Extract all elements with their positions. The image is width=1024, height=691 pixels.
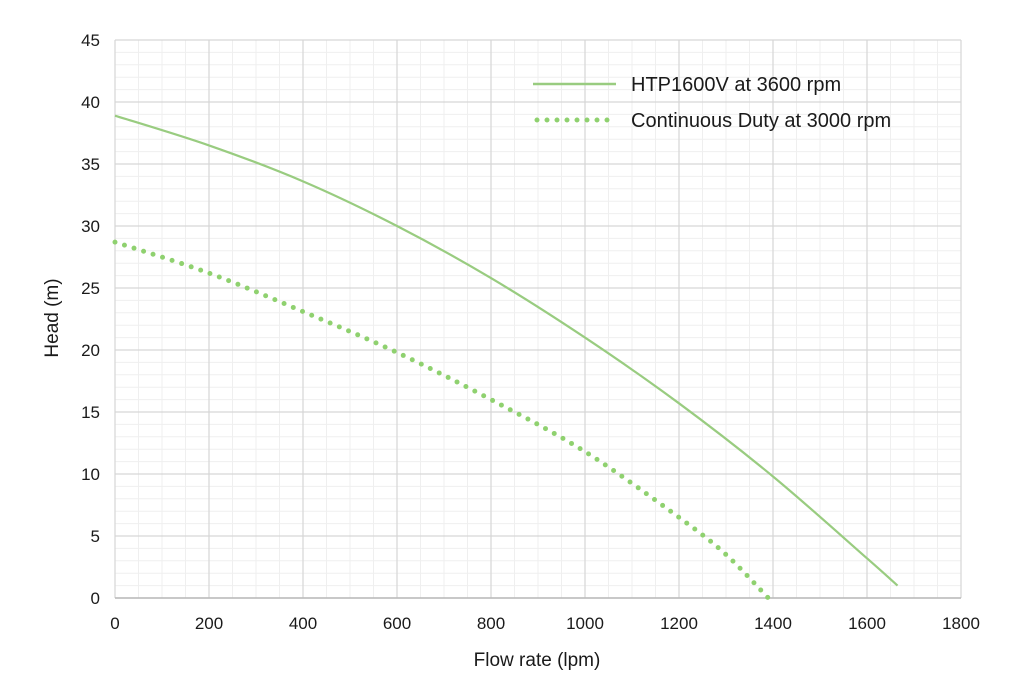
x-tick-label: 200: [195, 614, 223, 633]
x-axis-tick-labels: 0 200 400 600 800 1000 1200 1400 1600 1800: [110, 614, 980, 633]
series-layer: [112, 114, 899, 601]
x-tick-label: 800: [477, 614, 505, 633]
y-tick-label: 10: [81, 465, 100, 484]
y-tick-label: 35: [81, 155, 100, 174]
x-tick-label: 600: [383, 614, 411, 633]
legend: HTP1600V at 3600 rpm Continuous Duty at …: [533, 74, 891, 132]
y-tick-label: 25: [81, 279, 100, 298]
y-tick-label: 15: [81, 403, 100, 422]
y-tick-label: 45: [81, 31, 100, 50]
legend-label-continuous-duty: Continuous Duty at 3000 rpm: [631, 110, 891, 132]
y-tick-label: 0: [91, 589, 100, 608]
series-line-htp1600v: [114, 114, 899, 587]
x-tick-label: 1400: [754, 614, 792, 633]
x-tick-label: 0: [110, 614, 119, 633]
y-tick-label: 20: [81, 341, 100, 360]
x-axis-title: Flow rate (lpm): [474, 650, 601, 671]
series-line-continuous-duty: [112, 239, 771, 601]
y-axis-title: Head (m): [42, 278, 63, 357]
x-tick-label: 400: [289, 614, 317, 633]
x-tick-label: 1600: [848, 614, 886, 633]
legend-label-htp1600v: HTP1600V at 3600 rpm: [631, 74, 841, 96]
y-tick-label: 40: [81, 93, 100, 112]
x-tick-label: 1200: [660, 614, 698, 633]
x-tick-label: 1800: [942, 614, 980, 633]
x-tick-label: 1000: [566, 614, 604, 633]
y-tick-label: 5: [91, 527, 100, 546]
y-tick-label: 30: [81, 217, 100, 236]
y-axis-tick-labels: 0 5 10 15 20 25 30 35 40 45: [81, 31, 100, 608]
